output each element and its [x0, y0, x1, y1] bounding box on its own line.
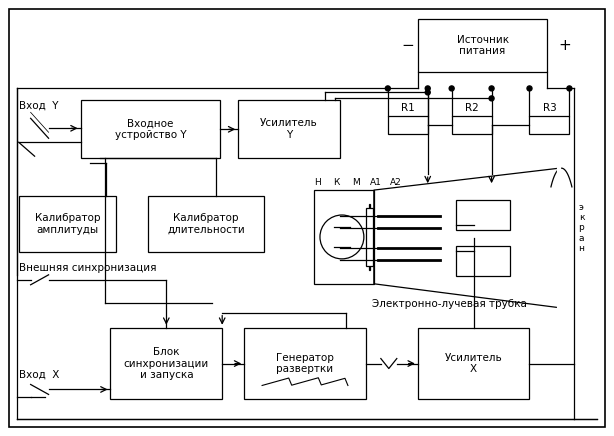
Bar: [111, 327, 222, 399]
Text: Калибратор
амплитуды: Калибратор амплитуды: [35, 213, 100, 235]
Text: Входное
устройство Y: Входное устройство Y: [115, 119, 186, 140]
Circle shape: [449, 86, 454, 91]
Text: Калибратор
длительности: Калибратор длительности: [168, 213, 245, 235]
Circle shape: [489, 96, 494, 101]
Bar: [418, 19, 548, 72]
Text: Внешняя синхронизация: Внешняя синхронизация: [18, 263, 156, 273]
Bar: [314, 190, 374, 284]
Text: Вход  X: Вход X: [18, 369, 59, 379]
Circle shape: [426, 86, 430, 91]
Bar: [149, 196, 264, 252]
Text: Блок
синхронизации
и запуска: Блок синхронизации и запуска: [123, 347, 209, 380]
Bar: [238, 100, 340, 158]
Text: Генератор
развертки: Генератор развертки: [276, 353, 334, 375]
Circle shape: [426, 90, 430, 95]
Bar: [80, 100, 220, 158]
Text: R1: R1: [401, 103, 414, 113]
Text: R3: R3: [543, 103, 556, 113]
Text: Источник
питания: Источник питания: [457, 35, 508, 56]
Bar: [388, 116, 428, 134]
Text: Н: Н: [314, 177, 321, 187]
Bar: [456, 246, 510, 276]
Text: Усилитель
X: Усилитель X: [445, 353, 502, 375]
Text: Вход  Y: Вход Y: [18, 100, 58, 110]
Text: К: К: [333, 177, 339, 187]
Text: А2: А2: [390, 177, 402, 187]
Bar: [529, 116, 569, 134]
Circle shape: [386, 86, 391, 91]
Circle shape: [489, 86, 494, 91]
Bar: [366, 208, 373, 266]
Bar: [18, 196, 117, 252]
Bar: [418, 327, 529, 399]
Bar: [244, 327, 366, 399]
Text: Усилитель
Y: Усилитель Y: [260, 119, 318, 140]
Text: R2: R2: [465, 103, 478, 113]
Text: +: +: [558, 38, 571, 53]
Text: −: −: [402, 38, 414, 53]
Bar: [452, 116, 492, 134]
Circle shape: [527, 86, 532, 91]
Circle shape: [567, 86, 572, 91]
Bar: [456, 200, 510, 230]
Text: э
к
р
а
н: э к р а н: [578, 203, 585, 253]
Text: А1: А1: [370, 177, 382, 187]
Text: Электронно-лучевая трубка: Электронно-лучевая трубка: [372, 299, 527, 309]
Bar: [369, 204, 370, 270]
Text: М: М: [352, 177, 360, 187]
